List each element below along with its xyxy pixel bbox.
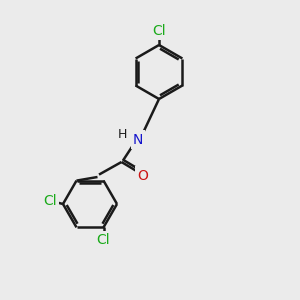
Text: Cl: Cl [152, 24, 166, 38]
Text: O: O [137, 169, 148, 182]
Text: H: H [118, 128, 127, 141]
Text: Cl: Cl [44, 194, 57, 208]
Text: Cl: Cl [97, 233, 110, 247]
Text: N: N [133, 133, 143, 146]
